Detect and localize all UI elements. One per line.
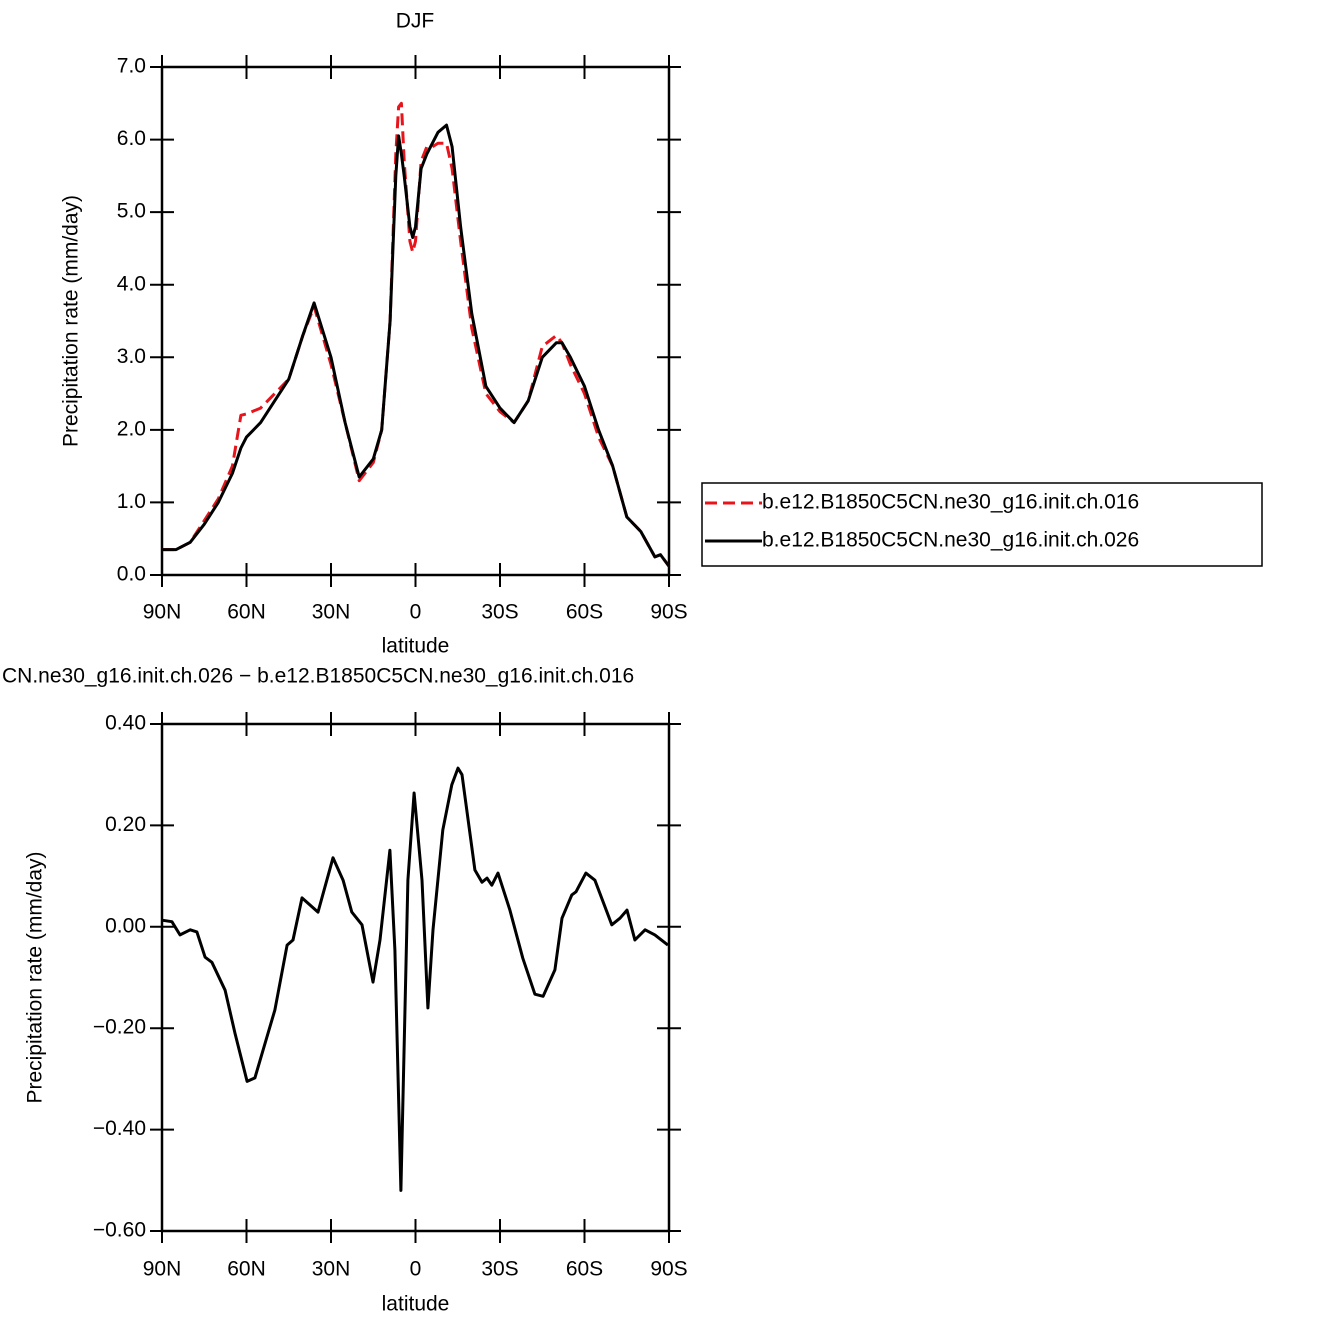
y-tick-label: 1.0 <box>117 490 146 513</box>
legend-box <box>701 482 1263 567</box>
y-tick-label: −0.60 <box>93 1219 146 1242</box>
y-tick-label: −0.20 <box>93 1016 146 1039</box>
x-axis-label: latitude <box>382 635 450 658</box>
x-tick-label: 90S <box>650 1258 687 1281</box>
series-line <box>162 101 671 568</box>
x-tick-label: 60N <box>227 601 266 624</box>
x-tick-label: 0 <box>410 1258 422 1281</box>
y-tick-label: −0.40 <box>93 1117 146 1140</box>
y-tick-label: 2.0 <box>117 417 146 440</box>
x-tick-label: 30N <box>312 601 351 624</box>
x-tick-label: 30N <box>312 1258 351 1281</box>
y-tick-label: 0.20 <box>105 813 146 836</box>
y-tick-label: 0.0 <box>117 563 146 586</box>
x-tick-label: 60S <box>566 601 603 624</box>
series-line <box>161 766 669 1192</box>
x-tick-label: 90S <box>650 601 687 624</box>
y-tick-label: 6.0 <box>117 127 146 150</box>
y-tick-label: 5.0 <box>117 200 146 223</box>
chart-title: DJF <box>396 10 435 33</box>
plot-frame <box>160 722 671 1233</box>
y-axis-label: Precipitation rate (mm/day) <box>60 195 83 447</box>
y-tick-label: 4.0 <box>117 272 146 295</box>
y-tick-label: 3.0 <box>117 345 146 368</box>
y-tick-label: 0.40 <box>105 712 146 735</box>
x-tick-label: 30S <box>481 1258 518 1281</box>
series-line <box>162 123 671 568</box>
legend-label: b.e12.B1850C5CN.ne30_g16.init.ch.016 <box>762 491 1139 514</box>
x-tick-label: 60S <box>566 1258 603 1281</box>
x-axis-label: latitude <box>382 1293 450 1316</box>
x-tick-label: 0 <box>410 601 422 624</box>
x-tick-label: 90N <box>143 601 182 624</box>
x-tick-label: 60N <box>227 1258 266 1281</box>
y-tick-label: 7.0 <box>117 55 146 78</box>
y-tick-label: 0.00 <box>105 914 146 937</box>
x-tick-label: 90N <box>143 1258 182 1281</box>
legend-label: b.e12.B1850C5CN.ne30_g16.init.ch.026 <box>762 529 1139 552</box>
chart-title: CN.ne30_g16.init.ch.026 − b.e12.B1850C5C… <box>2 665 634 688</box>
x-tick-label: 30S <box>481 601 518 624</box>
y-axis-label: Precipitation rate (mm/day) <box>24 851 47 1103</box>
plot-frame <box>160 65 671 577</box>
